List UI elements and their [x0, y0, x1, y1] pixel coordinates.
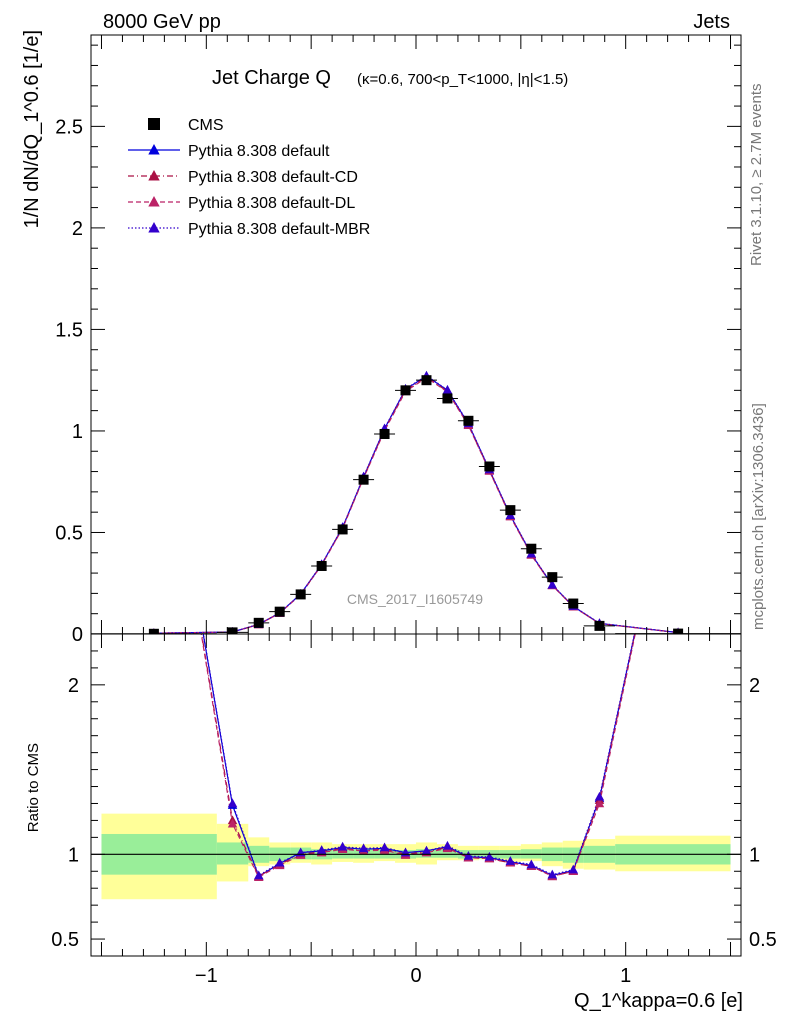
ratio-series-marker-2	[149, 341, 159, 350]
ratio-y-tick-label: 1	[68, 844, 79, 866]
ratio-series-marker-3	[484, 851, 495, 861]
ratio-series-marker-3	[316, 845, 327, 854]
ratio-series-marker-0	[149, 341, 159, 350]
ratio-series-marker-2	[673, 426, 683, 435]
x-axis-label: Q_1^kappa=0.6 [e]	[574, 990, 743, 1012]
stat-uncertainty-band	[216, 842, 249, 865]
ratio-y-tick-label-right: 2	[749, 675, 760, 697]
ratio-y-tick-label-right: 0.5	[749, 929, 777, 951]
data-point	[295, 589, 306, 600]
x-tick-label: 1	[620, 965, 631, 987]
main-y-axis-label: 1/N dN/dQ_1^0.6 [1/e]	[21, 30, 43, 228]
data-point	[484, 461, 495, 472]
ratio-series-marker-0	[673, 426, 683, 435]
legend-marker-0	[148, 144, 160, 155]
ratio-frame	[90, 633, 742, 957]
ratio-series-line-3	[202, 634, 636, 877]
data-point	[227, 627, 238, 634]
ratio-panel: 0.5 0.5 1 1 2 2 −1 0 1	[51, 341, 777, 987]
ratio-series-marker-3	[568, 864, 579, 874]
ratio-series-marker-2	[227, 818, 238, 828]
mcplots-label: mcplots.cern.ch [arXiv:1306.3436]	[750, 403, 767, 630]
main-y-tick-label: 2	[72, 218, 83, 240]
data-point	[316, 560, 327, 571]
ratio-y-tick-label: 0.5	[51, 929, 79, 951]
analysis-watermark: CMS_2017_I1605749	[347, 591, 483, 607]
ratio-axis-ticks: 0.5 0.5 1 1 2 2 −1 0 1	[51, 633, 777, 987]
data-point	[673, 628, 684, 634]
data-point	[358, 474, 369, 485]
legend-label: Pythia 8.308 default-CD	[188, 169, 358, 186]
legend-label: Pythia 8.308 default-MBR	[188, 221, 370, 238]
ratio-series-marker-3	[227, 798, 238, 808]
ratio-y-tick-label-right: 1	[749, 844, 760, 866]
data-point	[400, 385, 411, 396]
chart-subtitle: (κ=0.6, 700<p_T<1000, |η|<1.5)	[357, 71, 568, 88]
legend-label: CMS	[188, 117, 224, 134]
ratio-series-marker-3	[149, 341, 159, 350]
legend-marker-1	[148, 170, 160, 181]
ratio-series-marker-3	[547, 869, 558, 879]
main-y-tick-label: 2.5	[55, 116, 83, 138]
ratio-series-marker-3	[594, 791, 605, 801]
data-point	[274, 606, 285, 617]
legend-marker-data	[148, 118, 160, 130]
ratio-series-marker-3	[379, 842, 390, 852]
main-series-marker-3	[442, 384, 453, 394]
ratio-series-marker-3	[337, 841, 348, 851]
legend-marker-2	[148, 196, 160, 207]
ratio-series-marker-3	[505, 856, 516, 865]
data-point	[148, 628, 159, 634]
ratio-series-marker-1	[673, 426, 683, 435]
main-y-tick-label: 1.5	[55, 319, 83, 341]
main-axis-ticks: 0 0.5 1 1.5 2 2.5	[55, 35, 741, 956]
x-tick-label: −1	[195, 965, 218, 987]
main-series-marker-3	[547, 579, 558, 589]
data-point	[379, 428, 390, 439]
data-point	[337, 524, 348, 535]
main-panel: 0 0.5 1 1.5 2 2.5	[55, 35, 741, 956]
ratio-series-marker-3	[526, 859, 537, 869]
ratio-series-marker-3	[421, 845, 432, 855]
ratio-series-marker-1	[149, 341, 159, 350]
ratio-series-marker-2	[594, 798, 605, 808]
data-point	[505, 505, 516, 516]
main-plot-area	[91, 370, 741, 634]
data-point	[594, 620, 605, 631]
ratio-y-axis-label: Ratio to CMS	[25, 743, 42, 832]
data-point	[253, 617, 264, 628]
legend-marker-3	[148, 222, 160, 233]
main-y-tick-label: 0	[72, 624, 83, 646]
main-y-tick-label: 0.5	[55, 522, 83, 544]
ratio-series-line-1	[201, 634, 636, 878]
chart-title: Jet Charge Q	[212, 67, 331, 89]
data-point	[421, 375, 432, 386]
legend: CMS Pythia 8.308 default Pythia 8.308 defa…	[128, 117, 370, 238]
ratio-series-marker-3	[673, 426, 683, 435]
ratio-series-line-0	[202, 634, 636, 878]
rivet-label: Rivet 3.1.10, ≥ 2.7M events	[748, 84, 765, 267]
ratio-series-marker-3	[253, 870, 264, 880]
data-point	[442, 393, 453, 404]
stat-uncertainty-band	[436, 849, 458, 858]
data-point	[526, 543, 537, 554]
legend-label: Pythia 8.308 default-DL	[188, 195, 355, 212]
data-point	[568, 598, 579, 609]
header-category: Jets	[693, 11, 730, 33]
data-point	[463, 415, 474, 426]
main-y-tick-label: 1	[72, 421, 83, 443]
header-energy: 8000 GeV pp	[103, 11, 221, 33]
legend-label: Pythia 8.308 default	[188, 143, 330, 160]
x-tick-label: 0	[410, 965, 421, 987]
ratio-series-marker-3	[463, 851, 474, 860]
data-point	[547, 572, 558, 583]
ratio-y-tick-label: 2	[68, 675, 79, 697]
ratio-series-marker-3	[442, 840, 453, 850]
ratio-series-marker-3	[358, 843, 369, 853]
ratio-series-marker-3	[274, 857, 285, 867]
